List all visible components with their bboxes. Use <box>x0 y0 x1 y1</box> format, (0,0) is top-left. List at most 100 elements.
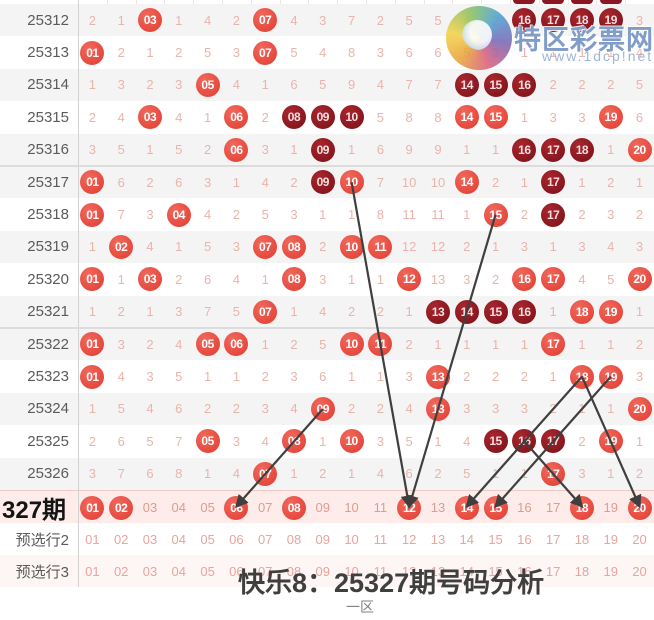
grid-cell: 3 <box>222 45 251 60</box>
grid-cell: 02 <box>107 564 136 579</box>
grid-cell: 07 <box>251 234 280 259</box>
grid-cell: 15 <box>481 299 510 324</box>
grid-cell: 4 <box>251 434 280 449</box>
grid-cell: 1 <box>452 142 481 157</box>
miss-count: 6 <box>175 401 183 417</box>
grid-cell: 1 <box>539 45 568 60</box>
miss-count: 2 <box>175 271 183 287</box>
miss-count: 2 <box>578 77 586 93</box>
drawn-ball: 20 <box>627 137 652 162</box>
miss-count: 1 <box>463 207 471 223</box>
miss-count: 2 <box>146 336 154 352</box>
grid-cell: 1 <box>280 466 309 481</box>
grid-cell: 1 <box>366 369 395 384</box>
drawn-ball: 07 <box>253 461 278 486</box>
period-label: 25322 <box>27 335 69 353</box>
preselect-number: 18 <box>574 531 590 547</box>
miss-count: 4 <box>290 401 298 417</box>
preselect-number: 14 <box>459 531 474 547</box>
grid-cell: 1 <box>452 207 481 222</box>
grid-cell: 10 <box>424 175 453 190</box>
miss-count: 2 <box>376 304 384 320</box>
grid-cell: 1 <box>136 304 165 319</box>
miss-count: 1 <box>376 369 384 385</box>
grid-cell: 2 <box>222 207 251 222</box>
grid-cell: 5 <box>452 466 481 481</box>
grid-cell: 2 <box>193 142 222 157</box>
miss-count: 4 <box>319 304 327 320</box>
grid-cell: 4 <box>568 272 597 287</box>
miss-count: 4 <box>405 401 413 417</box>
grid-cell: 16 <box>510 137 539 162</box>
preselect-number: 01 <box>85 531 100 547</box>
drawn-ball: 08 <box>281 429 306 454</box>
grid-cell: 14 <box>452 299 481 324</box>
drawn-ball-repeat: 09 <box>310 170 335 195</box>
pick-number: 10 <box>344 500 359 515</box>
miss-count: 1 <box>88 77 97 93</box>
miss-count: 1 <box>607 142 615 158</box>
period-row: 25324 1 5 4 6 2 2 3 4 09 2 2 4 13 3 3 3 2 1 1 20 <box>0 392 654 426</box>
grid-cell: 2 <box>222 401 251 416</box>
grid-cell: 2 <box>136 175 165 190</box>
miss-count: 12 <box>430 239 446 255</box>
period-label: 25317 <box>27 173 69 191</box>
grid-cell: 4 <box>366 77 395 92</box>
pick-number: 13 <box>430 500 446 515</box>
period-label: 25313 <box>27 44 69 62</box>
preselect-number: 10 <box>344 563 359 579</box>
miss-count: 1 <box>290 142 298 158</box>
grid-cell: 4 <box>107 110 136 125</box>
miss-count: 5 <box>232 304 240 320</box>
drawn-ball-repeat: 17 <box>541 137 566 162</box>
miss-count: 3 <box>88 466 97 482</box>
miss-count: 4 <box>175 336 183 352</box>
grid-cell: 13 <box>424 272 453 287</box>
miss-count: 5 <box>607 271 615 287</box>
miss-count: 2 <box>635 207 644 223</box>
pick-number: 07 <box>257 500 273 515</box>
miss-count: 1 <box>146 142 154 158</box>
miss-count: 5 <box>376 109 384 125</box>
grid-cell: 7 <box>164 434 193 449</box>
miss-count: 2 <box>203 142 212 158</box>
preselect-number: 12 <box>401 531 417 547</box>
drawn-ball: 07 <box>253 234 278 259</box>
grid-cell: 11 <box>366 332 395 357</box>
period-label: 25318 <box>27 206 69 224</box>
grid-cell: 12 <box>395 532 424 547</box>
preselect-number: 05 <box>200 563 215 579</box>
grid-cell: 3 <box>136 369 165 384</box>
drawn-ball: 19 <box>598 429 623 454</box>
grid-cell: 3 <box>625 13 654 28</box>
grid-cell: 12 <box>424 239 453 254</box>
grid-cell: 2 <box>164 272 193 287</box>
period-label: 25315 <box>27 108 69 126</box>
grid-cell: 1 <box>395 304 424 319</box>
drawn-ball: 14 <box>454 105 479 130</box>
grid-cell: 6 <box>280 77 309 92</box>
miss-count: 4 <box>578 271 586 287</box>
grid-cell: 4 <box>193 13 222 28</box>
grid-cell: 20 <box>625 495 654 520</box>
grid-cell: 15 <box>481 72 510 97</box>
grid-cell: 08 <box>280 234 309 259</box>
miss-count: 1 <box>117 271 125 287</box>
preselect-number: 05 <box>200 531 215 547</box>
grid-cell: 03 <box>136 500 165 515</box>
miss-count: 1 <box>520 45 528 61</box>
grid-cell: 18 <box>568 532 597 547</box>
grid-cell: 09 <box>308 137 337 162</box>
grid-cell: 1 <box>280 142 309 157</box>
grid-cell: 2 <box>78 110 107 125</box>
drawn-ball: 01 <box>80 364 105 389</box>
grid-cell: 02 <box>107 532 136 547</box>
miss-count: 3 <box>232 433 240 449</box>
grid-cell: 10 <box>337 564 366 579</box>
grid-cell: 2 <box>568 207 597 222</box>
grid-cell: 07 <box>251 40 280 65</box>
period-row: 25314 1 3 2 3 05 4 1 6 5 9 4 7 7 14 15 16 2 2 2 5 <box>0 68 654 102</box>
drawn-ball: 07 <box>253 8 278 33</box>
grid-cell: 1 <box>78 77 107 92</box>
